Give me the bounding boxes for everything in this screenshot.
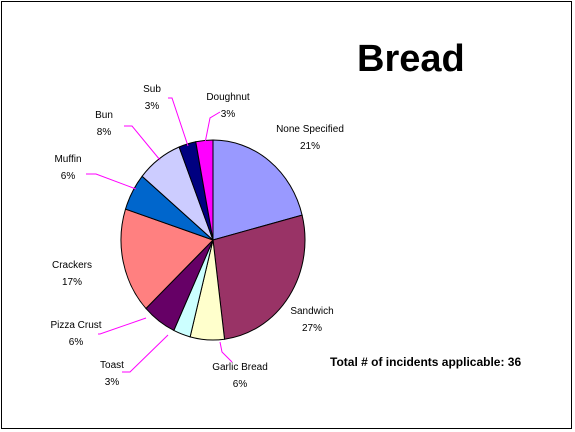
slice-percent-muffin: 6% [61, 171, 76, 182]
slice-label-bun: Bun [95, 110, 113, 121]
pie-slice-sandwich [212, 214, 306, 340]
slice-label-pizza-crust: Pizza Crust [50, 320, 101, 331]
leader-line-bun [124, 125, 161, 161]
slice-label-muffin: Muffin [54, 154, 81, 165]
slice-label-none-specified: None Specified [276, 124, 344, 135]
leader-lines [86, 97, 233, 373]
slice-percent-garlic-bread: 6% [233, 379, 248, 390]
pie-slice-none-specified [212, 139, 303, 241]
pie-slice-doughnut [195, 139, 214, 241]
slice-percent-doughnut: 3% [221, 109, 236, 120]
slice-label-sub: Sub [143, 84, 161, 95]
leader-line-toast [122, 334, 169, 373]
slice-label-sandwich: Sandwich [290, 306, 333, 317]
leader-line-pizza-crust [98, 317, 147, 335]
slice-percent-sub: 3% [145, 101, 160, 112]
chart-title: Bread [357, 38, 465, 80]
slice-percent-pizza-crust: 6% [69, 337, 84, 348]
pie-slice-crackers [120, 208, 214, 310]
total-incidents-note: Total # of incidents applicable: 36 [330, 355, 522, 369]
slice-label-garlic-bread: Garlic Bread [212, 362, 268, 373]
pie-slices [120, 139, 306, 341]
slice-percent-bun: 8% [97, 127, 112, 138]
slice-percent-sandwich: 27% [302, 323, 322, 334]
leader-line-sub [168, 97, 189, 147]
slice-label-toast: Toast [100, 360, 124, 371]
slice-label-doughnut: Doughnut [206, 92, 250, 103]
slice-percent-none-specified: 21% [300, 141, 320, 152]
leader-line-doughnut [204, 111, 221, 144]
slice-percent-toast: 3% [105, 377, 120, 388]
slice-label-crackers: Crackers [52, 260, 92, 271]
slice-percent-crackers: 17% [62, 277, 82, 288]
leader-line-muffin [86, 173, 137, 190]
leader-line-garlic-bread [219, 341, 233, 363]
slice-labels: None Specified 21% Sandwich 27% Garlic Bread… [50, 84, 343, 390]
